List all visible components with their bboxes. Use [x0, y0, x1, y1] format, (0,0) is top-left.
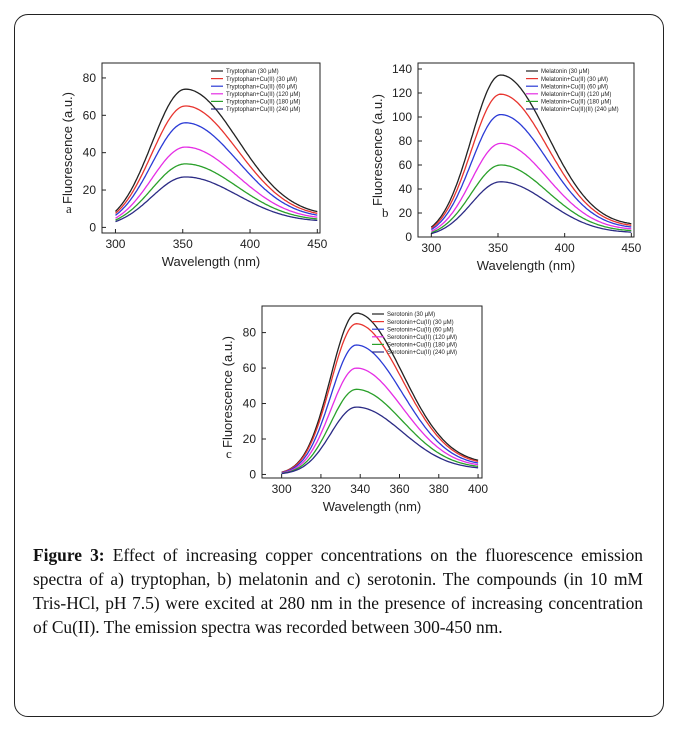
x-tick-label: 350 — [488, 241, 508, 255]
series-line-5 — [281, 388, 479, 474]
x-axis-label: Wavelength (nm) — [162, 254, 261, 269]
y-tick-label: 80 — [243, 326, 257, 340]
y-tick-label: 40 — [243, 397, 257, 411]
legend-entry: Melatonin+Cu(II) (180 μM) — [541, 100, 611, 106]
plot-frame — [261, 305, 483, 479]
caption-text: Effect of increasing copper concentratio… — [33, 545, 644, 637]
y-axis-label: Fluorescence (a.u.) — [220, 336, 235, 448]
legend-entry: Tryptophan (30 μM) — [226, 69, 279, 75]
figure-frame — [14, 14, 664, 717]
x-tick-label: 450 — [621, 241, 641, 255]
series-line-5 — [115, 163, 318, 221]
y-tick-label: 20 — [399, 206, 413, 220]
x-tick-label: 340 — [350, 482, 370, 496]
y-tick-label: 0 — [249, 467, 256, 481]
y-tick-label: 80 — [399, 134, 413, 148]
legend-entry: Serotonin+Cu(II) (180 μM) — [387, 343, 457, 349]
x-tick-label: 320 — [311, 482, 331, 496]
y-axis-label: Fluorescence (a.u.) — [370, 94, 385, 206]
legend-entry: Serotonin+Cu(II) (30 μM) — [387, 320, 454, 326]
x-tick-label: 400 — [240, 237, 260, 251]
series-line-5 — [431, 164, 632, 234]
chart-panel-c: 300 320 340 360 380 400 0 20 40 60 80 Wavelength (n… — [220, 305, 488, 514]
series-line-3 — [430, 113, 632, 231]
series-line-4 — [281, 367, 479, 474]
legend-entry: Tryptophan+Cu(II) (60 μM) — [226, 84, 297, 90]
legend-entry: Tryptophan+Cu(II) (30 μM) — [226, 77, 297, 83]
series-line-2 — [115, 105, 318, 215]
chart-panel-a: 300 350 400 450 0 20 40 60 80 Wavelength (nm) Fluo… — [60, 62, 328, 269]
y-tick-label: 0 — [405, 230, 412, 244]
legend-entry: Melatonin+Cu(II)(II) (240 μM) — [541, 107, 619, 113]
legend-entry: Melatonin+Cu(II) (60 μM) — [541, 84, 608, 90]
legend-entry: Melatonin+Cu(II) (30 μM) — [541, 77, 608, 83]
x-tick-label: 380 — [429, 482, 449, 496]
chart-panel-b: 300 350 400 450 0 20 40 60 80 100 120 140 Wavelength… — [370, 62, 642, 273]
series-line-6 — [431, 181, 632, 235]
legend-entry: Serotonin+Cu(II) (60 μM) — [387, 327, 454, 333]
series-line-1 — [115, 88, 318, 213]
y-tick-label: 60 — [83, 108, 97, 122]
legend-entry: Serotonin+Cu(II) (120 μM) — [387, 335, 457, 341]
x-tick-label: 300 — [421, 241, 441, 255]
panel-label: a — [66, 201, 72, 216]
y-tick-label: 0 — [89, 220, 96, 234]
y-tick-label: 40 — [83, 146, 97, 160]
legend-entry: Melatonin+Cu(II) (120 μM) — [541, 92, 611, 98]
series-line-3 — [281, 344, 479, 474]
y-tick-label: 40 — [399, 182, 413, 196]
series-line-6 — [281, 406, 479, 475]
y-tick-label: 60 — [243, 361, 257, 375]
y-tick-label: 20 — [243, 432, 257, 446]
series-line-2 — [281, 323, 479, 474]
x-tick-label: 300 — [272, 482, 292, 496]
legend-entry: Serotonin+Cu(II) (240 μM) — [387, 350, 457, 356]
y-tick-label: 20 — [83, 183, 97, 197]
y-tick-label: 120 — [392, 86, 412, 100]
series-line-1 — [430, 74, 632, 228]
plot-frame — [417, 62, 635, 238]
plot-frame — [101, 62, 321, 234]
x-tick-label: 400 — [468, 482, 488, 496]
series-line-6 — [115, 176, 318, 223]
panel-label: b — [382, 205, 389, 220]
legend-entry: Tryptophan+Cu(II) (180 μM) — [226, 100, 300, 106]
x-axis-label: Wavelength (nm) — [477, 258, 576, 273]
series-line-3 — [115, 122, 318, 216]
x-tick-label: 400 — [555, 241, 575, 255]
y-tick-label: 60 — [399, 158, 413, 172]
legend-entry: Serotonin (30 μM) — [387, 312, 435, 318]
y-tick-label: 140 — [392, 62, 412, 76]
x-tick-label: 450 — [307, 237, 327, 251]
x-tick-label: 360 — [389, 482, 409, 496]
caption-label: Figure 3: — [33, 545, 105, 565]
panel-label: c — [226, 446, 232, 461]
series-line-4 — [431, 142, 632, 232]
x-tick-label: 300 — [105, 237, 125, 251]
series-line-2 — [430, 93, 632, 229]
legend-entry: Tryptophan+Cu(II) (240 μM) — [226, 107, 300, 113]
legend-entry: Tryptophan+Cu(II) (120 μM) — [226, 92, 300, 98]
series-line-1 — [281, 312, 479, 473]
x-axis-label: Wavelength (nm) — [323, 499, 422, 514]
y-axis-label: Fluorescence (a.u.) — [60, 92, 75, 204]
x-tick-label: 350 — [173, 237, 193, 251]
y-tick-label: 100 — [392, 110, 412, 124]
legend-entry: Melatonin (30 μM) — [541, 69, 589, 75]
figure-caption: Figure 3: Effect of increasing copper co… — [33, 543, 643, 639]
series-line-4 — [115, 146, 318, 219]
y-tick-label: 80 — [83, 71, 97, 85]
